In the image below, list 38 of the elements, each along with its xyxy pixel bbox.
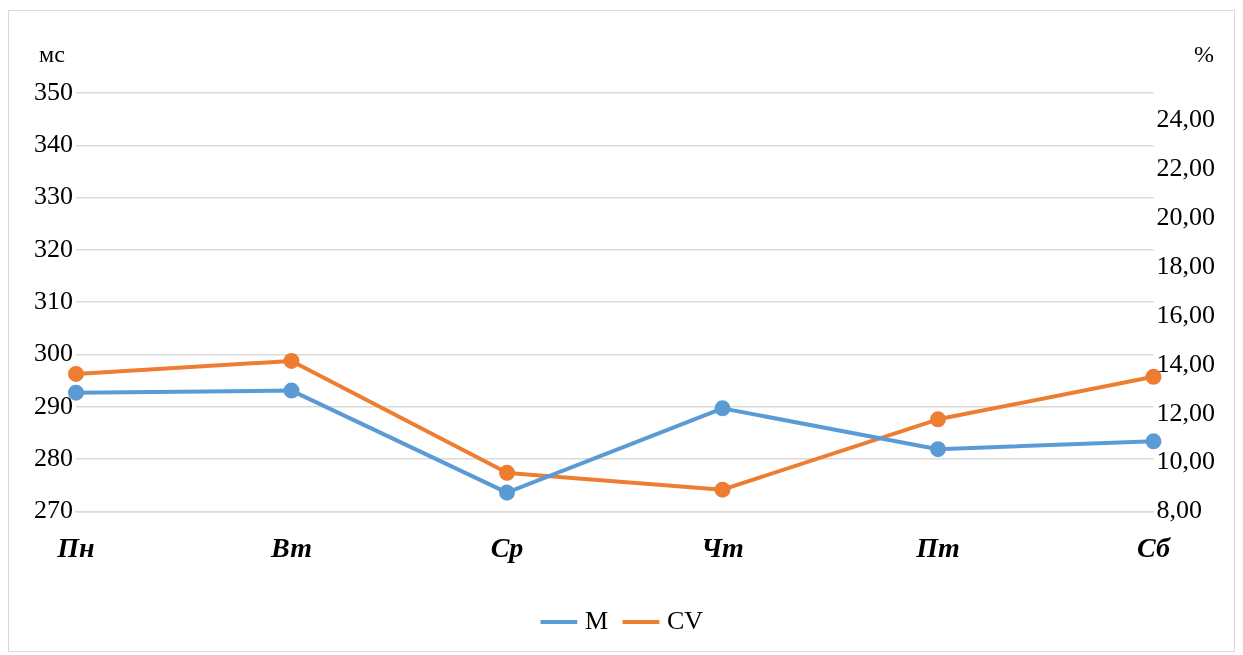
y2-axis-title: %	[1194, 41, 1214, 68]
y2-tick-label: 18,00	[1156, 250, 1215, 280]
y-axis-title: мс	[39, 41, 65, 68]
y2-tick-label: 22,00	[1156, 153, 1215, 183]
y-tick-label: 310	[34, 286, 73, 316]
point	[930, 411, 946, 428]
y2-tick-label: 24,00	[1156, 104, 1215, 134]
y-tick-label: 320	[34, 233, 73, 263]
y-tick-label: 330	[34, 181, 73, 211]
y2-tick-label: 8,00	[1156, 495, 1202, 525]
x-tick-label: Ср	[490, 532, 524, 564]
point	[283, 352, 300, 369]
x-tick-label: Пт	[915, 532, 960, 564]
y2-tick-label: 20,00	[1156, 202, 1215, 232]
x-tick-label: Вт	[270, 532, 312, 564]
point	[499, 464, 515, 481]
legend-label: CV	[667, 605, 704, 635]
y2-tick-label: 16,00	[1156, 299, 1215, 329]
y-tick-label: 300	[34, 338, 73, 368]
point	[714, 400, 731, 417]
y2-tick-label: 12,00	[1156, 397, 1215, 427]
y-tick-label: 270	[34, 495, 73, 525]
point	[1145, 433, 1162, 450]
point	[499, 484, 515, 501]
y2-tick-label: 14,00	[1156, 348, 1215, 378]
x-tick-label: Пн	[56, 532, 95, 564]
y-tick-label: 340	[34, 129, 73, 159]
legend-label: M	[584, 605, 609, 635]
point	[283, 382, 300, 399]
y2-tick-label: 10,00	[1156, 446, 1215, 476]
point	[68, 365, 84, 382]
y-tick-label: 290	[34, 390, 73, 420]
point	[714, 481, 731, 498]
y-tick-label: 280	[34, 442, 73, 472]
y-tick-label: 350	[34, 76, 73, 106]
x-tick-label: Чт	[701, 532, 744, 564]
point	[930, 441, 946, 458]
x-tick-label: Сб	[1137, 532, 1171, 564]
